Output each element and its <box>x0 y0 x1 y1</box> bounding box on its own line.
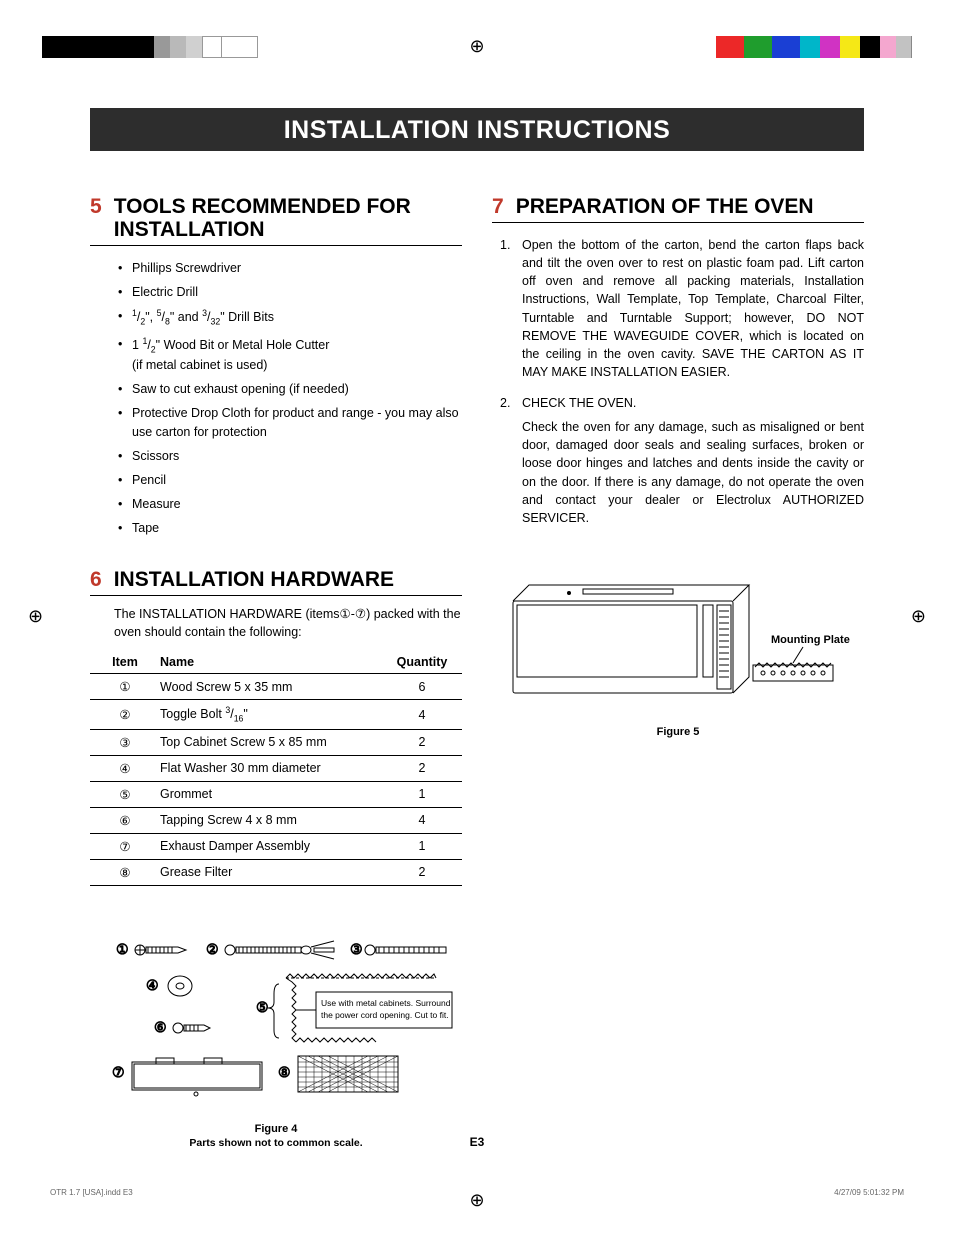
table-row: ③Top Cabinet Screw 5 x 85 mm2 <box>90 729 462 755</box>
list-item: Pencil <box>132 468 462 492</box>
table-cell: Grommet <box>160 781 382 807</box>
print-colorbar-left <box>42 36 258 58</box>
figure-4-svg: ① ② ③ <box>96 922 456 1112</box>
list-item: 2. CHECK THE OVEN. Check the oven for an… <box>522 391 864 537</box>
table-cell: Grease Filter <box>160 859 382 885</box>
table-cell: Top Cabinet Screw 5 x 85 mm <box>160 729 382 755</box>
table-cell: Tapping Screw 4 x 8 mm <box>160 807 382 833</box>
svg-text:⑧: ⑧ <box>278 1064 291 1080</box>
list-item: Tape <box>132 516 462 540</box>
table-cell: Exhaust Damper Assembly <box>160 833 382 859</box>
footer-filename: OTR 1.7 [USA].indd E3 <box>50 1188 133 1197</box>
table-row: ⑤Grommet1 <box>90 781 462 807</box>
page-title: INSTALLATION INSTRUCTIONS <box>90 108 864 151</box>
table-cell: ⑧ <box>90 859 160 885</box>
table-cell: 4 <box>382 807 462 833</box>
registration-mark-right: ⊕ <box>911 606 926 627</box>
list-item: Scissors <box>132 444 462 468</box>
svg-text:the power cord opening. Cut to: the power cord opening. Cut to fit. <box>321 1010 449 1020</box>
preparation-steps: 1. Open the bottom of the carton, bend t… <box>492 233 864 537</box>
list-item: Phillips Screwdriver <box>132 256 462 280</box>
figure-5-svg: Mounting Plate <box>493 555 863 715</box>
registration-mark-top: ⊕ <box>469 36 484 57</box>
section-title: INSTALLATION HARDWARE <box>114 568 394 591</box>
list-item: Protective Drop Cloth for product and ra… <box>132 401 462 443</box>
section-title: PREPARATION OF THE OVEN <box>516 195 814 218</box>
table-cell: 4 <box>382 700 462 730</box>
section-number: 7 <box>492 195 504 218</box>
svg-text:③: ③ <box>350 941 363 957</box>
page-content: INSTALLATION INSTRUCTIONS 5 TOOLS RECOMM… <box>90 108 864 1149</box>
tools-list: Phillips Screwdriver Electric Drill 1/2"… <box>90 256 462 540</box>
table-header: Quantity <box>382 651 462 674</box>
svg-text:①: ① <box>116 941 129 957</box>
list-item: 1 1/2" Wood Bit or Metal Hole Cutter(if … <box>132 332 462 377</box>
table-header: Item <box>90 651 160 674</box>
svg-text:④: ④ <box>146 977 159 993</box>
table-cell: Wood Screw 5 x 35 mm <box>160 674 382 700</box>
list-item: Electric Drill <box>132 280 462 304</box>
table-row: ⑧Grease Filter2 <box>90 859 462 885</box>
list-item: 1/2", 5/8" and 3/32" Drill Bits <box>132 304 462 331</box>
section-5-heading: 5 TOOLS RECOMMENDED FOR INSTALLATION <box>90 195 462 246</box>
table-cell: 2 <box>382 859 462 885</box>
section-title: TOOLS RECOMMENDED FOR INSTALLATION <box>114 195 462 241</box>
table-cell: ① <box>90 674 160 700</box>
left-column: 5 TOOLS RECOMMENDED FOR INSTALLATION Phi… <box>90 195 462 1149</box>
footer-timestamp: 4/27/09 5:01:32 PM <box>834 1188 904 1197</box>
table-cell: ③ <box>90 729 160 755</box>
section-number: 5 <box>90 195 102 218</box>
table-cell: ⑥ <box>90 807 160 833</box>
table-cell: ⑦ <box>90 833 160 859</box>
print-colorbar-right <box>716 36 912 58</box>
list-item: Measure <box>132 492 462 516</box>
svg-text:⑦: ⑦ <box>112 1064 125 1080</box>
table-cell: 6 <box>382 674 462 700</box>
section-6-heading: 6 INSTALLATION HARDWARE <box>90 568 462 596</box>
table-cell: ② <box>90 700 160 730</box>
list-item: Saw to cut exhaust opening (if needed) <box>132 377 462 401</box>
table-cell: ⑤ <box>90 781 160 807</box>
table-row: ④Flat Washer 30 mm diameter2 <box>90 755 462 781</box>
figure-5-caption: Figure 5 <box>492 726 864 738</box>
table-cell: Flat Washer 30 mm diameter <box>160 755 382 781</box>
table-cell: 2 <box>382 755 462 781</box>
table-header: Name <box>160 651 382 674</box>
table-cell: 1 <box>382 833 462 859</box>
right-column: 7 PREPARATION OF THE OVEN 1. Open the bo… <box>492 195 864 1149</box>
table-cell: 2 <box>382 729 462 755</box>
page-number: E3 <box>470 1135 485 1149</box>
registration-mark-bottom: ⊕ <box>469 1190 484 1211</box>
figure-4-caption: Figure 4 <box>90 1123 462 1135</box>
table-row: ⑦Exhaust Damper Assembly1 <box>90 833 462 859</box>
svg-text:⑤: ⑤ <box>256 999 269 1015</box>
table-row: ⑥Tapping Screw 4 x 8 mm4 <box>90 807 462 833</box>
table-cell: 1 <box>382 781 462 807</box>
hardware-table: Item Name Quantity ①Wood Screw 5 x 35 mm… <box>90 651 462 886</box>
mounting-plate-label: Mounting Plate <box>771 634 850 646</box>
list-item: 1. Open the bottom of the carton, bend t… <box>522 233 864 391</box>
svg-text:Use with metal cabinets. Surro: Use with metal cabinets. Surround <box>321 998 451 1008</box>
section-7-heading: 7 PREPARATION OF THE OVEN <box>492 195 864 223</box>
figure-5: Mounting Plate Figure 5 <box>492 555 864 738</box>
section-number: 6 <box>90 568 102 591</box>
table-row: ②Toggle Bolt 3/16"4 <box>90 700 462 730</box>
table-row: ①Wood Screw 5 x 35 mm6 <box>90 674 462 700</box>
figure-4-subcaption: Parts shown not to common scale. <box>90 1137 462 1149</box>
table-cell: Toggle Bolt 3/16" <box>160 700 382 730</box>
registration-mark-left: ⊕ <box>28 606 43 627</box>
svg-text:②: ② <box>206 941 219 957</box>
svg-text:⑥: ⑥ <box>154 1019 167 1035</box>
table-cell: ④ <box>90 755 160 781</box>
figure-4: ① ② ③ <box>90 922 462 1149</box>
section-6-intro: The INSTALLATION HARDWARE (items①-⑦) pac… <box>90 606 462 641</box>
